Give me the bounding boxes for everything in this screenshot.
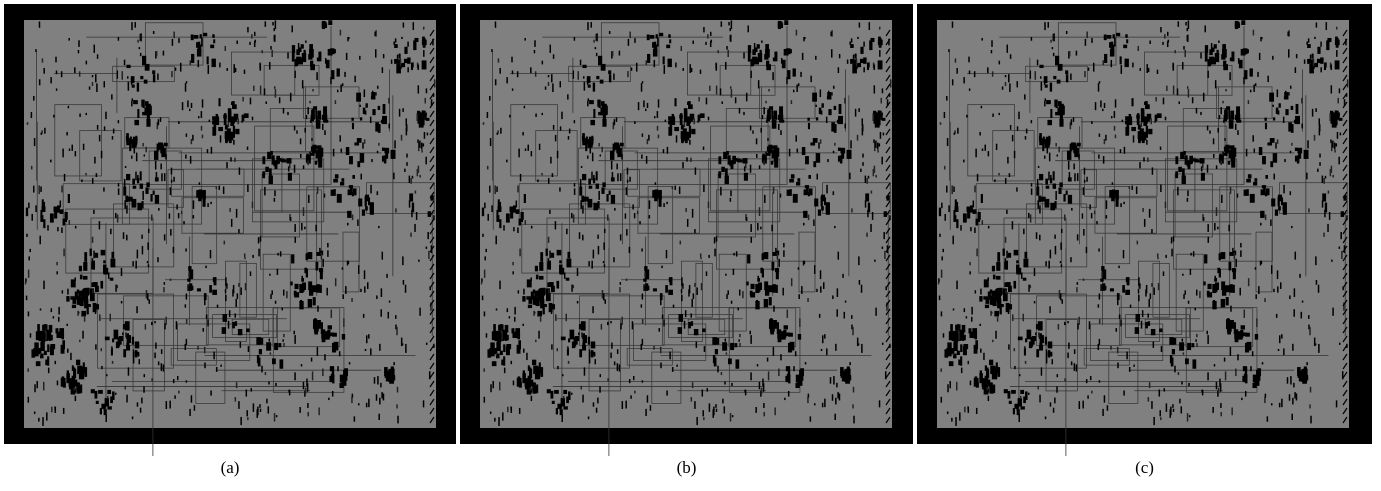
panel: (b): [460, 4, 913, 477]
figure: (a) (b) (c): [0, 0, 1381, 491]
layout-image: [937, 20, 1349, 456]
panel: (c): [917, 4, 1372, 477]
panels: (a) (b) (c): [4, 4, 1372, 477]
page: (a)(b)(c) (() => { const data = JSON.par…: [0, 0, 1381, 491]
layout-image: [24, 20, 436, 456]
panel: (a): [4, 4, 456, 477]
panel-caption: (c): [1135, 458, 1154, 477]
panel-caption: (b): [677, 458, 697, 477]
panel-caption: (a): [221, 458, 240, 477]
layout-image: [480, 20, 892, 456]
